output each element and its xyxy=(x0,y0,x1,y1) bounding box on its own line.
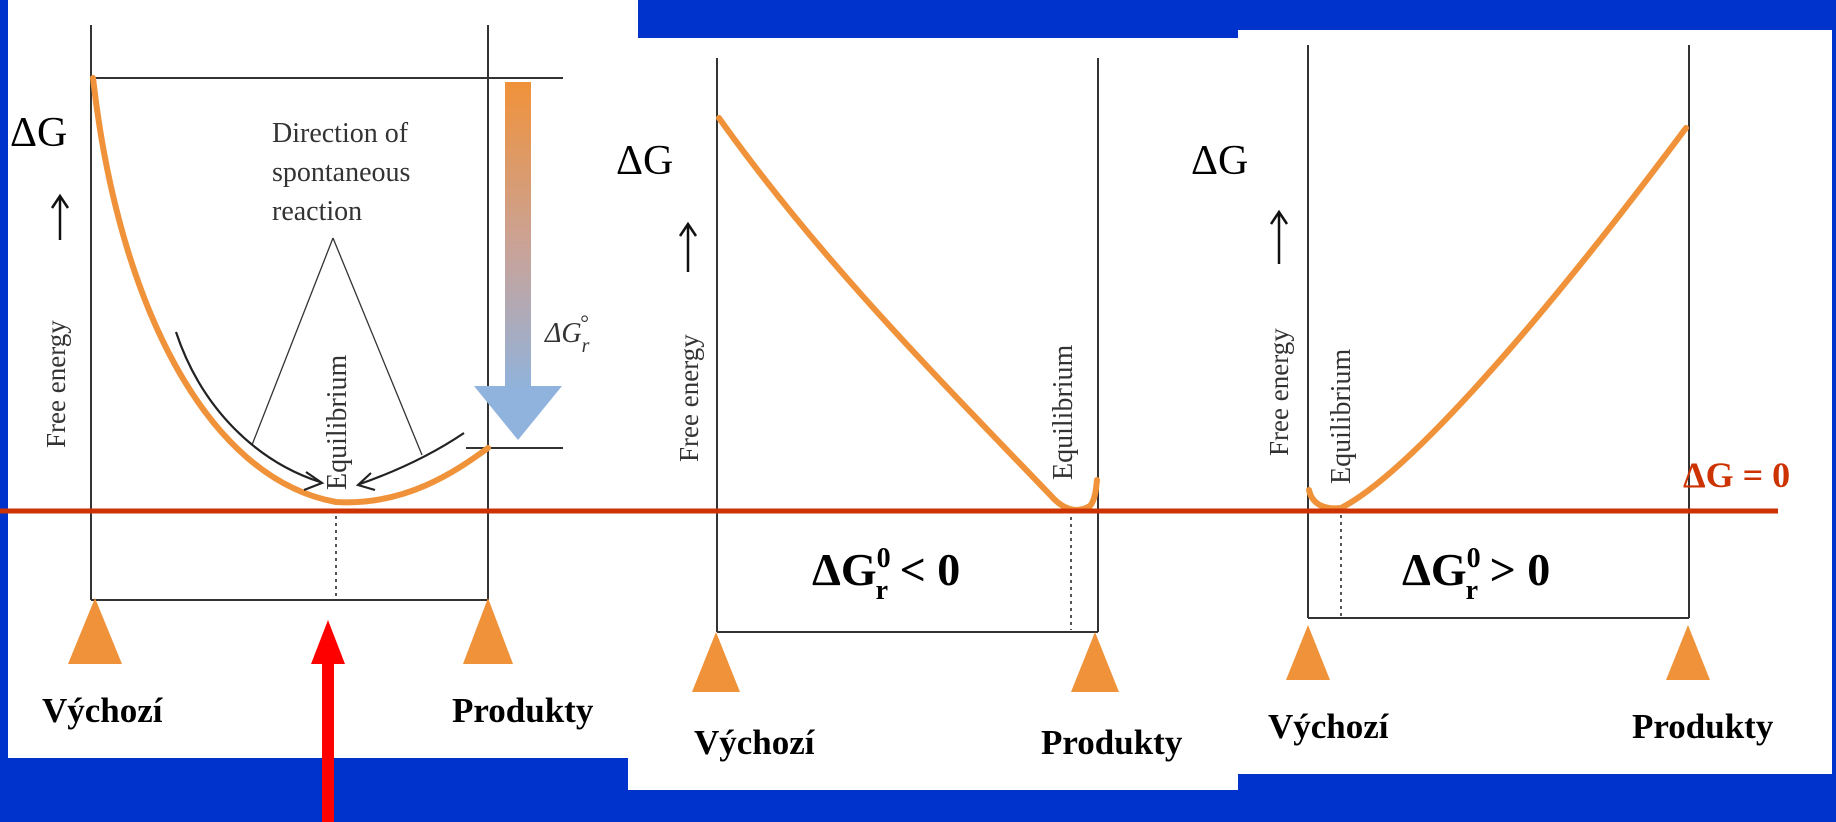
panel-2-left-triangle xyxy=(692,632,740,692)
panel-1-up-arrowhead-icon xyxy=(50,193,70,209)
panel-2-background xyxy=(640,0,1220,38)
panel-1-direction-line3: reaction xyxy=(272,196,362,227)
panel-3-background xyxy=(1238,30,1832,774)
panel-1-direction-line-right xyxy=(332,237,423,456)
panel-2-right-label: Produkty xyxy=(1041,723,1183,762)
panel-1-left-label: Výchozí xyxy=(42,691,164,730)
panel-2-condition-label: ΔG0 r < 0 xyxy=(812,543,960,606)
equilibrium-pointer-head xyxy=(311,620,345,664)
panel-1-direction-line1: Direction of xyxy=(272,118,409,149)
panel-1-free-energy-curve xyxy=(90,75,491,506)
panel-3-right-triangle xyxy=(1666,625,1710,680)
panel-3-free-energy-curve xyxy=(1306,125,1689,512)
panel-3-free-energy-label: Free energy xyxy=(1264,328,1294,456)
panel-2-background xyxy=(628,38,1238,790)
panel-1-right-label: Produkty xyxy=(452,691,594,730)
panel-1: ΔG Free energy Direction of spontaneous … xyxy=(8,0,638,758)
panel-1-free-energy-label: Free energy xyxy=(41,320,71,448)
panel-3-dg-label: ΔG xyxy=(1191,138,1248,184)
panel-3-left-label: Výchozí xyxy=(1268,707,1390,746)
panel-3-condition-label: ΔG0 r > 0 xyxy=(1402,543,1550,606)
panel-2-equilibrium-label: Equilibrium xyxy=(1048,344,1079,480)
panel-3: ΔG Free energy Equilibrium ΔG0 r > 0 Vých… xyxy=(1191,28,1836,774)
zero-baseline-label: ΔG = 0 xyxy=(1683,455,1790,495)
panel-3-equilibrium-label: Equilibrium xyxy=(1326,348,1357,484)
panel-2-free-energy-curve xyxy=(716,115,1100,513)
panel-1-left-arrowhead xyxy=(303,471,325,492)
panel-1-equilibrium-label: Equilibrium xyxy=(322,354,353,490)
panel-2-up-arrowhead-icon xyxy=(678,221,698,237)
panel-2-left-label: Výchozí xyxy=(694,723,816,762)
panel-1-right-arrowhead xyxy=(355,472,376,492)
panel-1-right-triangle xyxy=(463,598,513,664)
panel-2-dg-label: ΔG xyxy=(616,138,673,184)
panel-2-free-energy-label: Free energy xyxy=(674,334,704,462)
panel-3-up-arrowhead-icon xyxy=(1269,209,1289,225)
panel-1-direction-line-left xyxy=(251,237,334,446)
panel-1-dg-label: ΔG xyxy=(10,110,67,156)
panel-1-dgr-label: ΔGr° xyxy=(544,310,590,357)
panel-3-right-label: Produkty xyxy=(1632,707,1774,746)
panel-1-direction-line2: spontaneous xyxy=(272,157,410,188)
panel-2-right-triangle xyxy=(1071,632,1119,692)
panel-1-background xyxy=(8,0,638,758)
panel-3-left-triangle xyxy=(1286,625,1330,680)
equilibrium-pointer-shaft xyxy=(322,660,334,822)
panel-1-left-arrow xyxy=(174,331,321,484)
panel-1-left-triangle xyxy=(68,598,122,664)
panel-1-right-arrow xyxy=(359,432,465,486)
panel-1-dgr-arrow-shaft xyxy=(505,82,531,392)
panel-1-dgr-arrow-head xyxy=(474,386,562,440)
panel-2: ΔG Free energy Equilibrium ΔG0 r < 0 Vých… xyxy=(616,0,1238,790)
